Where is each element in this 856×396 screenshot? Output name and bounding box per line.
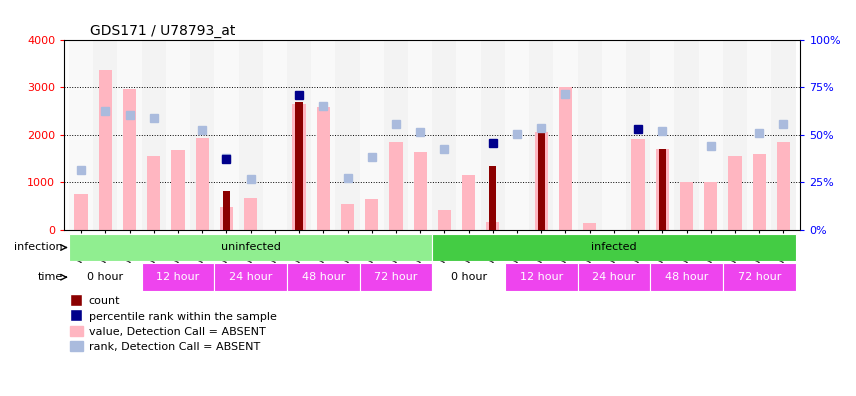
Bar — [651, 263, 722, 291]
Legend: count, percentile rank within the sample, value, Detection Call = ABSENT, rank, : count, percentile rank within the sample… — [69, 295, 276, 352]
Bar — [287, 40, 312, 230]
Bar — [505, 263, 578, 291]
Text: infection: infection — [15, 242, 63, 253]
Bar — [559, 87, 572, 230]
Bar — [578, 40, 602, 230]
Bar — [538, 130, 545, 230]
Bar — [220, 208, 233, 230]
Bar — [413, 152, 427, 230]
Text: 72 hour: 72 hour — [374, 272, 418, 282]
Bar — [142, 40, 166, 230]
Bar — [432, 40, 456, 230]
Bar — [147, 156, 160, 230]
Text: time: time — [38, 272, 63, 282]
Bar — [698, 40, 722, 230]
Bar — [214, 40, 239, 230]
Text: infected: infected — [591, 242, 637, 253]
Bar — [437, 210, 451, 230]
Bar — [456, 40, 481, 230]
Bar — [656, 149, 669, 230]
Bar — [602, 40, 626, 230]
Bar — [287, 263, 360, 291]
Bar — [747, 40, 771, 230]
Bar — [142, 263, 214, 291]
Bar — [583, 223, 597, 230]
Bar — [244, 198, 258, 230]
Bar — [489, 166, 496, 230]
Bar — [771, 40, 795, 230]
Bar — [360, 263, 432, 291]
Bar — [752, 154, 766, 230]
Bar — [195, 139, 209, 230]
Bar — [69, 263, 142, 291]
Bar — [239, 40, 263, 230]
Bar — [462, 175, 475, 230]
Bar — [486, 222, 500, 230]
Bar — [432, 263, 505, 291]
Bar — [553, 40, 578, 230]
Text: 0 hour: 0 hour — [87, 272, 123, 282]
Bar — [722, 40, 747, 230]
Bar — [383, 40, 408, 230]
Text: uninfected: uninfected — [221, 242, 281, 253]
Bar — [651, 40, 675, 230]
Bar — [312, 40, 336, 230]
Text: 48 hour: 48 hour — [665, 272, 708, 282]
Bar — [117, 40, 142, 230]
Bar — [171, 150, 185, 230]
Bar — [341, 204, 354, 230]
Bar — [658, 149, 666, 230]
Bar — [293, 104, 306, 230]
Bar — [680, 182, 693, 230]
Bar — [481, 40, 505, 230]
Bar — [389, 142, 402, 230]
Text: 12 hour: 12 hour — [157, 272, 199, 282]
Bar — [98, 70, 112, 230]
Bar — [704, 182, 717, 230]
Bar — [626, 40, 651, 230]
Bar — [69, 234, 432, 261]
Bar — [776, 142, 790, 230]
Bar — [728, 156, 741, 230]
Bar — [535, 132, 548, 230]
Bar — [166, 40, 190, 230]
Bar — [505, 40, 529, 230]
Text: 24 hour: 24 hour — [592, 272, 636, 282]
Bar — [578, 263, 651, 291]
Bar — [360, 40, 383, 230]
Text: 0 hour: 0 hour — [450, 272, 487, 282]
Text: GDS171 / U78793_at: GDS171 / U78793_at — [90, 24, 235, 38]
Bar — [317, 107, 330, 230]
Text: 24 hour: 24 hour — [229, 272, 272, 282]
Text: 48 hour: 48 hour — [301, 272, 345, 282]
Bar — [336, 40, 360, 230]
Text: 72 hour: 72 hour — [738, 272, 781, 282]
Bar — [93, 40, 117, 230]
Bar — [432, 234, 795, 261]
Bar — [365, 199, 378, 230]
Bar — [408, 40, 432, 230]
Bar — [223, 191, 230, 230]
Bar — [74, 194, 88, 230]
Bar — [69, 40, 93, 230]
Bar — [632, 139, 645, 230]
Bar — [295, 102, 303, 230]
Text: 12 hour: 12 hour — [520, 272, 563, 282]
Bar — [722, 263, 795, 291]
Bar — [263, 40, 287, 230]
Bar — [190, 40, 214, 230]
Bar — [529, 40, 553, 230]
Bar — [214, 263, 287, 291]
Bar — [675, 40, 698, 230]
Bar — [123, 89, 136, 230]
